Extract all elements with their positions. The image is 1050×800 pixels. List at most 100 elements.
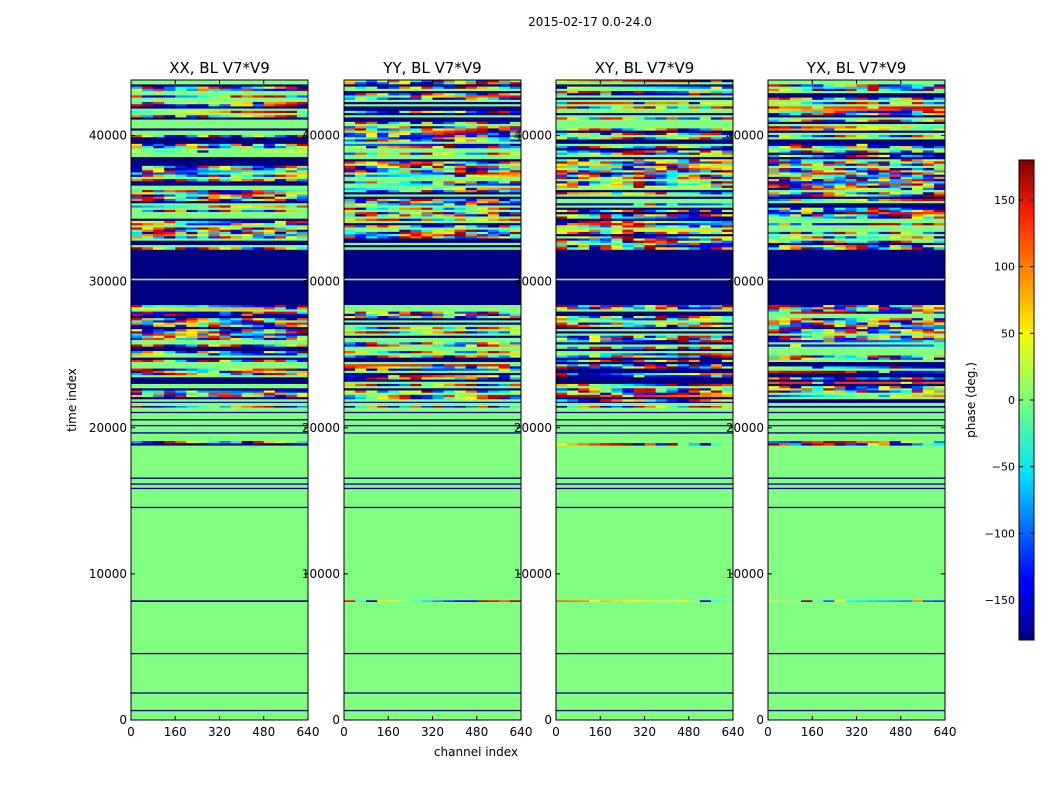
heat-cell: [911, 214, 924, 217]
heat-cell: [779, 179, 791, 182]
heat-cell: [252, 95, 265, 98]
heat-cell: [344, 307, 521, 310]
heat-cell: [812, 329, 824, 332]
heat-cell: [867, 440, 880, 444]
heat-cell: [153, 368, 165, 372]
heat-band: [768, 424, 945, 427]
heat-cell: [823, 245, 835, 248]
heat-cell: [399, 368, 411, 372]
heat-cell: [498, 86, 511, 90]
heat-cell: [633, 152, 645, 156]
heat-cell: [867, 163, 880, 167]
heat-cell: [790, 440, 802, 444]
heat-cell: [589, 192, 601, 195]
heat-cell: [600, 305, 612, 308]
heat-cell: [344, 379, 521, 383]
heat-cell: [567, 203, 579, 206]
heat-cell: [274, 320, 287, 323]
heat-cell: [845, 88, 857, 92]
heat-cell: [633, 240, 645, 244]
heat-cell: [823, 337, 835, 341]
heat-cell: [611, 392, 623, 396]
heat-cell: [388, 172, 400, 175]
heat-cell: [296, 110, 309, 114]
heat-cell: [578, 238, 590, 241]
heat-cell: [688, 102, 701, 105]
heat-cell: [153, 305, 165, 308]
heat-cell: [677, 322, 690, 326]
heat-cell: [834, 394, 846, 398]
heat-cell: [421, 187, 433, 191]
heat-cell: [186, 333, 198, 337]
x-tick-label: 0: [127, 725, 135, 739]
heat-cell: [454, 326, 467, 330]
heat-cell: [867, 340, 880, 343]
heat-cell: [578, 168, 590, 171]
heat-band: [768, 487, 945, 490]
heat-cell: [230, 351, 243, 354]
heat-cell: [142, 165, 154, 169]
heat-cell: [721, 318, 734, 321]
heat-cell: [922, 326, 935, 330]
heat-cell: [443, 172, 456, 175]
heat-cell: [922, 84, 935, 87]
heat-cell: [366, 366, 378, 369]
heat-cell: [768, 185, 780, 189]
heat-cell: [677, 372, 690, 376]
heat-cell: [644, 181, 656, 184]
heat-cell: [922, 390, 935, 393]
heat-cell: [131, 351, 143, 354]
heat-cell: [556, 176, 568, 180]
heat-cell: [344, 392, 521, 396]
heat-cell: [377, 143, 389, 147]
heat-cell: [366, 212, 378, 215]
heat-cell: [421, 229, 433, 233]
heat-cell: [399, 110, 411, 114]
heat-cell: [834, 154, 846, 158]
heat-cell: [153, 313, 165, 317]
heat-cell: [285, 322, 298, 326]
heat-cell: [710, 106, 723, 109]
heat-cell: [399, 130, 411, 134]
heat-cell: [922, 223, 935, 226]
heat-cell: [867, 88, 880, 92]
heat-cell: [768, 181, 780, 184]
heat-cell: [388, 326, 400, 330]
heat-cell: [922, 322, 935, 326]
heat-cell: [933, 108, 946, 112]
heat-cell: [589, 203, 601, 206]
heat-cell: [900, 135, 913, 138]
heat-cell: [688, 214, 701, 217]
heat-cell: [131, 242, 308, 246]
heat-cell: [589, 152, 601, 156]
heat-cell: [801, 102, 813, 105]
heat-cell: [578, 359, 590, 363]
heat-cell: [933, 185, 946, 189]
heat-cell: [922, 377, 935, 380]
heat-cell: [768, 381, 780, 385]
heat-cell: [175, 227, 187, 230]
heat-cell: [252, 172, 265, 175]
heat-cell: [867, 126, 880, 129]
heat-cell: [768, 234, 945, 237]
heat-cell: [834, 135, 846, 138]
heat-cell: [421, 137, 433, 140]
heat-cell: [142, 234, 154, 237]
heat-cell: [432, 139, 444, 142]
heat-cell: [677, 245, 690, 248]
heat-cell: [611, 340, 623, 343]
heat-cell: [911, 97, 924, 101]
heat-cell: [344, 179, 521, 182]
heat-cell: [131, 355, 308, 358]
heat-cell: [611, 220, 623, 224]
heat-cell: [344, 220, 521, 224]
heat-cell: [410, 375, 422, 378]
heat-cell: [655, 146, 668, 149]
heat-cell: [589, 355, 601, 358]
heat-cell: [131, 207, 308, 211]
heat-cell: [274, 247, 287, 250]
heat-cell: [285, 333, 298, 337]
heat-cell: [344, 150, 521, 153]
heat-cell: [600, 307, 612, 310]
heat-cell: [801, 318, 813, 321]
